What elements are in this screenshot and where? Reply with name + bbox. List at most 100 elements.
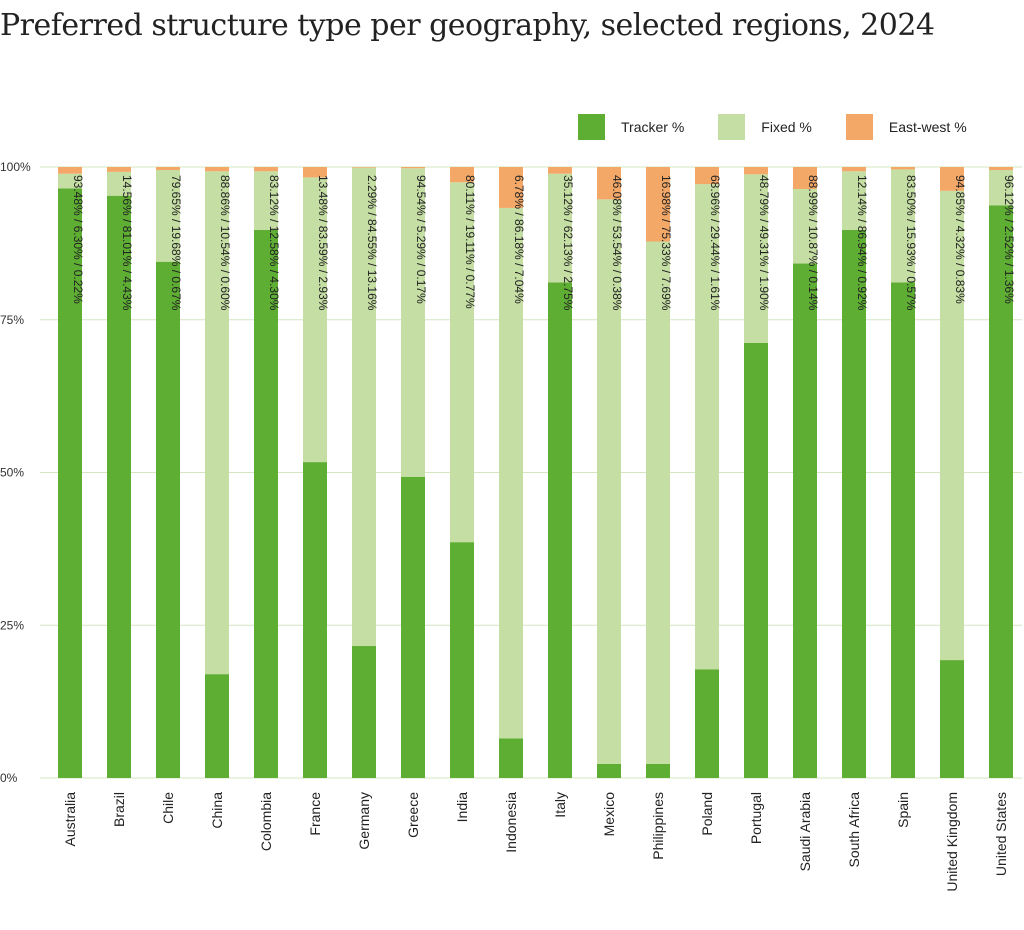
chart-title: Preferred structure type per geography, … xyxy=(0,8,935,43)
legend-swatch-fixed xyxy=(718,114,746,140)
bar-segment-east-west xyxy=(695,167,719,185)
x-tick-label: Australia xyxy=(62,792,78,847)
bar-segment-tracker xyxy=(205,674,229,778)
legend-swatch-tracker xyxy=(578,114,605,140)
y-tick-label: 0% xyxy=(0,771,18,785)
bar-segment-east-west xyxy=(793,167,817,189)
bar-segment-tracker xyxy=(597,763,621,778)
bar-data-label: 83.50% / 15.93% / 0.57% xyxy=(904,175,918,311)
legend-item-east-west[interactable]: East-west % xyxy=(845,114,967,140)
x-tick-label: Portugal xyxy=(748,792,764,844)
bar-segment-tracker xyxy=(450,542,474,778)
bar-data-label: 88.99% / 10.87% / 0.14% xyxy=(806,175,820,311)
bar-segment-tracker xyxy=(58,188,82,778)
bar-data-label: 12.14% / 86.94% / 0.92% xyxy=(855,175,869,311)
bar-data-label: 48.79% / 49.31% / 1.90% xyxy=(757,175,771,311)
legend-item-fixed[interactable]: Fixed % xyxy=(718,114,812,140)
bar-segment-fixed xyxy=(58,173,82,189)
legend-label-east-west: East-west % xyxy=(888,119,967,135)
bar-segment-east-west xyxy=(450,167,474,183)
bar-segment-east-west xyxy=(303,167,327,178)
bar-segment-fixed xyxy=(548,173,572,283)
legend-swatch-east-west xyxy=(845,114,873,140)
bar-segment-east-west xyxy=(254,167,278,172)
bar-segment-east-west xyxy=(548,167,572,174)
bar-segment-east-west xyxy=(107,167,131,172)
bar-data-label: 94.54% / 5.29% / 0.17% xyxy=(414,175,428,304)
y-tick-label: 50% xyxy=(0,466,24,480)
bar-segment-tracker xyxy=(793,263,817,779)
bar-segment-east-west xyxy=(989,167,1013,171)
bar-segment-fixed xyxy=(940,190,964,661)
x-tick-label: Spain xyxy=(895,792,911,828)
bar-segment-east-west xyxy=(646,167,670,242)
bar-data-label: 13.48% / 83.59% / 2.93% xyxy=(316,175,330,311)
x-tick-label: France xyxy=(307,792,323,836)
bar-data-label: 68.96% / 29.44% / 1.61% xyxy=(708,175,722,311)
bar-segment-fixed xyxy=(597,199,621,764)
bar-segment-tracker xyxy=(303,462,327,778)
bar-segment-east-west xyxy=(940,167,964,191)
x-tick-label: Colombia xyxy=(258,792,274,851)
bar-data-label: 6.78% / 86.18% / 7.04% xyxy=(512,175,526,304)
bar-segment-fixed xyxy=(793,188,817,264)
x-tick-label: China xyxy=(209,792,225,829)
bar-data-label: 94.85% / 4.32% / 0.83% xyxy=(953,175,967,304)
x-tick-label: Chile xyxy=(160,792,176,824)
bar-segment-fixed xyxy=(842,171,866,230)
x-tick-label: United States xyxy=(993,792,1009,876)
x-tick-label: Philippines xyxy=(650,792,666,860)
bar-segment-east-west xyxy=(205,167,229,172)
bar-segment-tracker xyxy=(401,476,425,778)
bar-data-label: 80.11% / 19.11% / 0.77% xyxy=(463,175,477,309)
legend-label-tracker: Tracker % xyxy=(621,119,685,135)
legend-item-tracker[interactable]: Tracker % xyxy=(578,114,684,140)
y-tick-label: 75% xyxy=(0,313,24,327)
bar-segment-east-west xyxy=(842,167,866,172)
x-tick-label: Poland xyxy=(699,792,715,836)
x-tick-label: Italy xyxy=(552,792,568,818)
bar-data-label: 2.29% / 84.55% / 13.16% xyxy=(365,175,379,311)
bar-segment-fixed xyxy=(205,171,229,675)
bar-segment-tracker xyxy=(548,282,572,778)
x-tick-label: Indonesia xyxy=(503,792,519,853)
bar-segment-east-west xyxy=(401,167,425,169)
x-tick-label: United Kingdom xyxy=(944,792,960,892)
bar-segment-east-west xyxy=(744,167,768,175)
bar-segment-fixed xyxy=(450,182,474,543)
bar-segment-east-west xyxy=(891,167,915,170)
bar-segment-fixed xyxy=(254,171,278,230)
bar-segment-fixed xyxy=(303,177,327,463)
bar-segment-fixed xyxy=(646,241,670,764)
x-tick-label: India xyxy=(454,792,470,823)
bar-segment-east-west xyxy=(499,167,523,208)
bar-segment-east-west xyxy=(156,167,180,171)
bar-segment-tracker xyxy=(842,229,866,779)
bar-data-label: 35.12% / 62.13% / 2.75% xyxy=(561,175,575,311)
bar-segment-fixed xyxy=(989,170,1013,206)
y-tick-label: 25% xyxy=(0,618,24,632)
bar-data-label: 46.08% / 53.54% / 0.38% xyxy=(610,175,624,311)
x-tick-label: Mexico xyxy=(601,792,617,837)
bar-segment-fixed xyxy=(401,168,425,477)
x-tick-label: Greece xyxy=(405,792,421,838)
bar-segment-east-west xyxy=(58,167,82,174)
bar-data-label: 83.12% / 12.58% / 4.30% xyxy=(267,175,281,311)
x-tick-label: Saudi Arabia xyxy=(797,792,813,872)
bar-data-label: 93.48% / 6.30% / 0.22% xyxy=(71,175,85,304)
bar-segment-tracker xyxy=(646,763,670,778)
bar-data-label: 14.56% / 81.01% / 4.43% xyxy=(120,175,134,311)
bar-segment-fixed xyxy=(695,184,719,670)
bar-segment-east-west xyxy=(352,167,376,168)
bar-segment-tracker xyxy=(695,669,719,778)
x-tick-label: Germany xyxy=(356,792,372,850)
bar-segment-fixed xyxy=(744,174,768,343)
bar-segment-tracker xyxy=(989,205,1013,779)
y-tick-label: 100% xyxy=(0,160,31,174)
bar-segment-tracker xyxy=(156,261,180,779)
bar-segment-fixed xyxy=(891,169,915,283)
bar-segment-tracker xyxy=(352,646,376,778)
bar-segment-east-west xyxy=(597,167,621,200)
bar-data-label: 96.12% / 2.52% / 1.36% xyxy=(1002,175,1016,304)
